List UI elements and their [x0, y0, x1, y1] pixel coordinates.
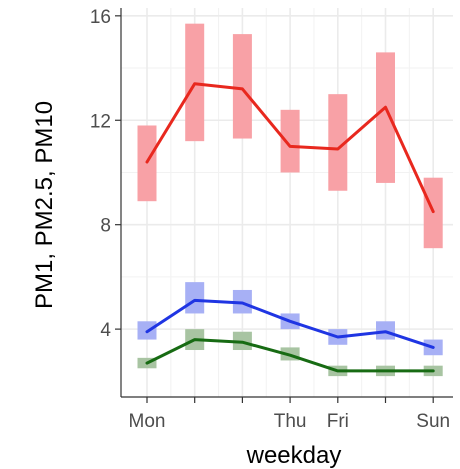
x-tick-label: Thu — [274, 411, 307, 432]
y-axis-ticks: 4 8 12 16 — [90, 7, 121, 341]
series-line-2 — [145, 298, 435, 349]
series-lines — [145, 82, 435, 373]
x-tick-label: Mon — [129, 411, 166, 432]
error-band-series-1-wed — [232, 34, 252, 139]
error-band-series-1-fri — [328, 94, 348, 191]
series-line-1 — [145, 82, 435, 214]
error-band-series-2-tue — [185, 282, 205, 314]
x-tick-label: Sun — [416, 411, 450, 432]
x-tick-label: Fri — [327, 411, 349, 432]
y-tick-label: 4 — [100, 320, 111, 341]
y-axis-title: PM1, PM2.5, PM10 — [31, 101, 58, 309]
x-axis-title: weekday — [246, 442, 342, 469]
y-tick-label: 16 — [90, 7, 111, 28]
error-band-series-1-thu — [280, 109, 300, 173]
x-axis-ticks: Mon Thu Fri Sun — [129, 397, 450, 432]
y-tick-label: 12 — [90, 111, 111, 132]
series-line-3 — [145, 338, 435, 373]
plot-panel — [121, 8, 453, 397]
error-band-series-1-sat — [376, 52, 395, 183]
y-tick-label: 8 — [100, 216, 111, 237]
